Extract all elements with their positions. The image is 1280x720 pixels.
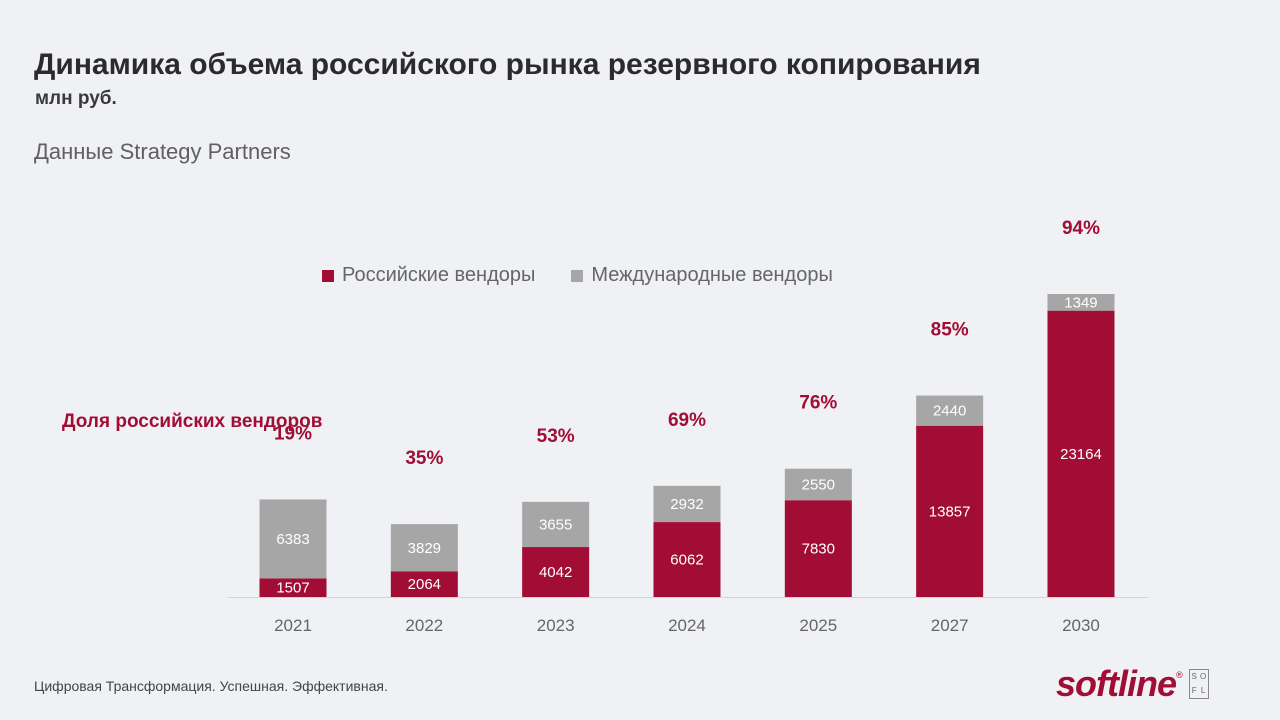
logo-box-letter: S: [1191, 672, 1197, 681]
share-percent-label: 94%: [1062, 218, 1100, 239]
share-percent-label: 35%: [405, 448, 443, 469]
share-percent-label: 19%: [274, 423, 312, 444]
x-tick-label: 2025: [799, 616, 837, 635]
share-percent-label: 85%: [931, 320, 969, 341]
bar-international: [390, 524, 458, 572]
data-label-russian: 1507: [276, 580, 309, 597]
legend-label-international: Международные вендоры: [591, 264, 833, 286]
data-label-international: 2932: [670, 496, 703, 513]
data-label-russian: 6062: [670, 552, 703, 569]
data-source: Данные Strategy Partners: [34, 139, 291, 164]
units-subtitle: млн руб.: [35, 88, 117, 109]
data-label-international: 2440: [933, 403, 966, 420]
data-label-international: 3655: [539, 516, 572, 533]
x-tick-label: 2023: [537, 616, 575, 635]
footer-tagline: Цифровая Трансформация. Успешная. Эффект…: [34, 678, 388, 694]
share-percent-label: 53%: [537, 426, 575, 447]
bar-russian: [784, 500, 852, 597]
bar-russian: [916, 425, 984, 597]
x-tick-label: 2024: [668, 616, 706, 635]
share-percent-label: 76%: [799, 393, 837, 414]
logo-box-letter: F: [1191, 686, 1197, 695]
logo-wordmark: softline: [1056, 663, 1177, 704]
bar-russian: [1047, 310, 1115, 597]
chart-legend: Российские вендоры Международные вендоры: [322, 264, 869, 287]
bar-international: [653, 485, 721, 523]
bar-international: [916, 395, 984, 426]
bar-russian: [522, 547, 590, 597]
logo-box-icon: S O F L: [1188, 669, 1209, 699]
legend-item-russian: Российские вендоры: [322, 264, 535, 287]
share-percent-label: 69%: [668, 410, 706, 431]
x-tick-label: 2030: [1062, 616, 1100, 635]
softline-logo: softline ® S O F L: [1056, 664, 1209, 704]
data-label-russian: 13857: [929, 503, 971, 520]
bar-international: [1047, 294, 1115, 311]
data-label-russian: 7830: [802, 541, 835, 558]
logo-box-letter: O: [1200, 672, 1207, 681]
data-label-international: 2550: [802, 476, 835, 493]
bar-russian: [653, 522, 721, 597]
legend-label-russian: Российские вендоры: [342, 264, 536, 286]
legend-item-international: Международные вендоры: [571, 264, 833, 287]
russian-share-label: Доля российских вендоров: [62, 411, 323, 432]
data-label-russian: 23164: [1060, 446, 1102, 463]
registered-mark: ®: [1176, 670, 1183, 680]
bar-russian: [259, 578, 327, 597]
data-label-russian: 4042: [539, 564, 572, 581]
bar-international: [522, 501, 590, 548]
legend-swatch-international: [571, 269, 584, 282]
x-tick-label: 2021: [274, 616, 312, 635]
data-label-international: 3829: [408, 540, 441, 557]
legend-swatch-russian: [322, 269, 334, 282]
data-label-russian: 2064: [408, 576, 441, 593]
bar-international: [784, 468, 852, 501]
bar-international: [259, 499, 327, 579]
bar-russian: [390, 571, 458, 597]
x-tick-label: 2027: [931, 616, 969, 635]
page-title: Динамика объема российского рынка резерв…: [34, 48, 981, 81]
logo-box-letter: L: [1200, 686, 1206, 695]
data-label-international: 1349: [1064, 294, 1097, 311]
x-tick-label: 2022: [405, 616, 443, 635]
data-label-international: 6383: [276, 531, 309, 548]
